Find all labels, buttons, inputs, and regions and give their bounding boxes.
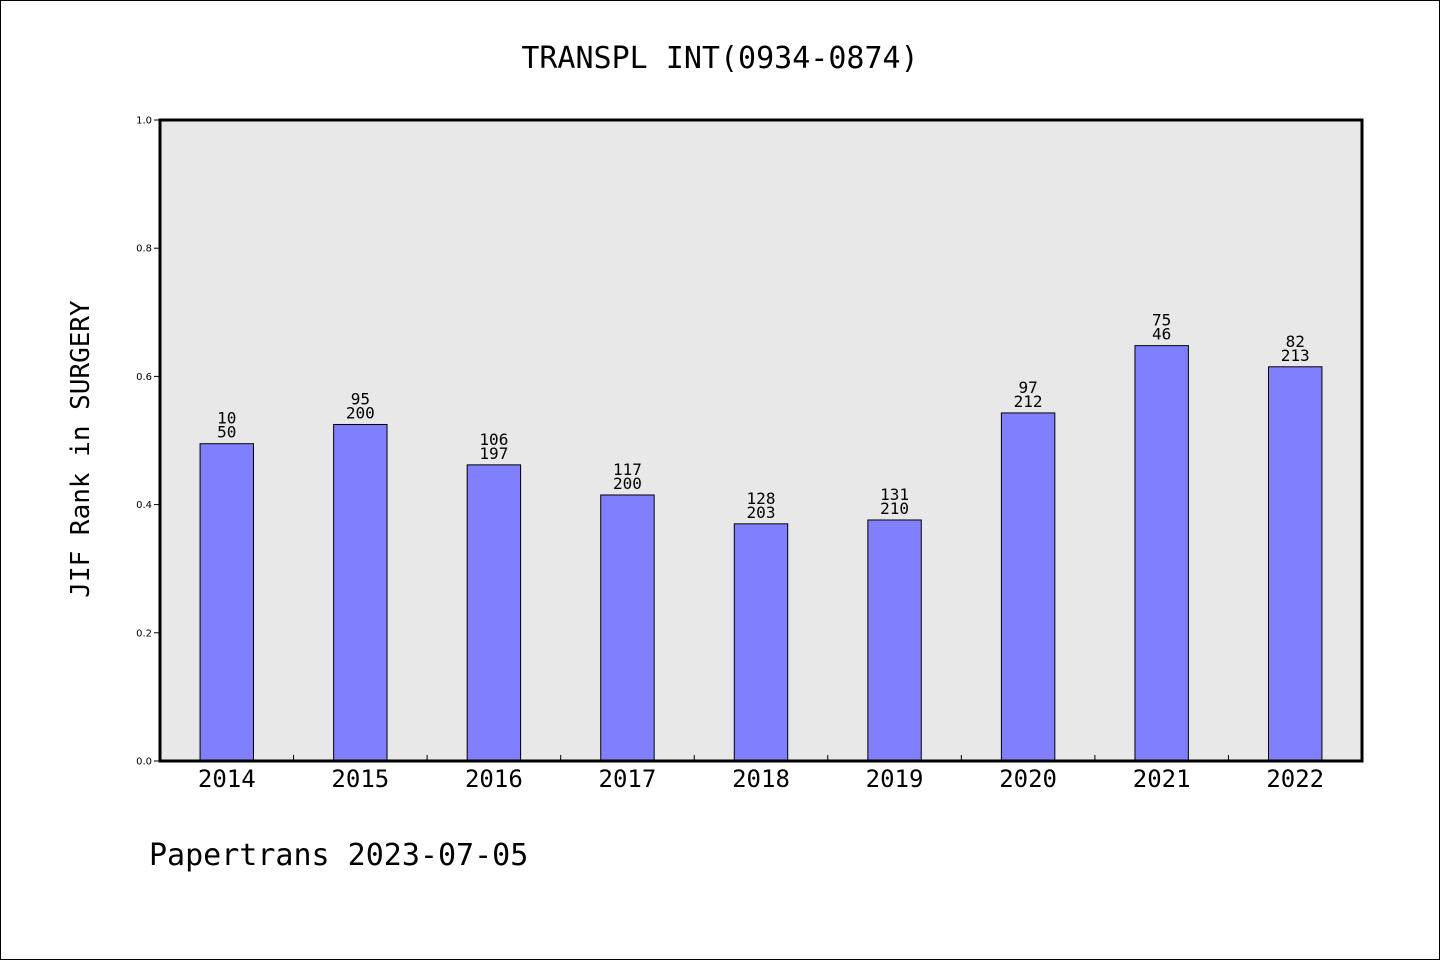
bar-total-label: 50 <box>217 423 236 442</box>
bar-rank-label: 117 <box>613 460 642 479</box>
chart-title: TRANSPL INT(0934-0874) <box>521 41 918 76</box>
bar-2020 <box>1000 412 1056 762</box>
bar-2016 <box>466 464 522 762</box>
footer-text: Papertrans 2023-07-05 <box>149 838 528 873</box>
bar-total-label: 213 <box>1281 346 1310 365</box>
bar-total-label: 210 <box>880 499 909 518</box>
bar-rank-label: 131 <box>880 485 909 504</box>
x-tick-label: 2016 <box>465 765 523 793</box>
bar-2019 <box>867 519 922 762</box>
y-tick-label: 0.2 <box>136 628 152 639</box>
bar-rank-label: 82 <box>1286 332 1305 351</box>
ticks-group: 0.0 0.2 0.4 0.6 0.8 1.0 2014 2015 2016 2017 2018 20… <box>136 116 1324 794</box>
y-tick-label: 0.4 <box>136 500 152 511</box>
x-tick-label: 2021 <box>1133 765 1191 793</box>
bar-rank-label: 97 <box>1018 378 1037 397</box>
x-tick-label: 2020 <box>999 765 1057 793</box>
x-tick-label: 2022 <box>1266 765 1324 793</box>
x-tick-label: 2017 <box>599 765 657 793</box>
bar-rank-label: 10 <box>217 409 236 428</box>
y-tick-label: 0.6 <box>136 372 152 383</box>
bar-rank-label: 95 <box>351 389 370 408</box>
bar-total-label: 200 <box>346 403 375 422</box>
bars-group: 1050952001061971172001282031312109721275… <box>199 311 1323 762</box>
bar-2015 <box>333 423 388 762</box>
x-tick-label: 2018 <box>732 765 790 793</box>
plot-border <box>158 118 1364 763</box>
bar-2021 <box>1134 345 1189 762</box>
bar-total-label: 46 <box>1152 325 1171 344</box>
bar-2014 <box>199 443 254 762</box>
x-tick-label: 2014 <box>198 765 256 793</box>
bar-rank-label: 75 <box>1152 311 1171 330</box>
x-tick-label: 2015 <box>331 765 389 793</box>
bar-2022 <box>1268 366 1323 762</box>
bar-total-label: 212 <box>1014 392 1043 411</box>
y-axis-label: JIF Rank in SURGERY <box>66 300 96 598</box>
bar-total-label: 197 <box>479 444 508 463</box>
y-tick-label: 0.0 <box>136 757 152 768</box>
y-tick-label: 0.8 <box>136 244 152 255</box>
bar-rank-label: 106 <box>479 430 508 449</box>
bar-total-label: 203 <box>747 503 776 522</box>
y-tick-label: 1.0 <box>136 116 152 127</box>
bar-rank-label: 128 <box>747 489 776 508</box>
bar-total-label: 200 <box>613 474 642 493</box>
bar-2018 <box>733 523 789 762</box>
bar-2017 <box>600 494 655 762</box>
x-tick-label: 2019 <box>866 765 924 793</box>
